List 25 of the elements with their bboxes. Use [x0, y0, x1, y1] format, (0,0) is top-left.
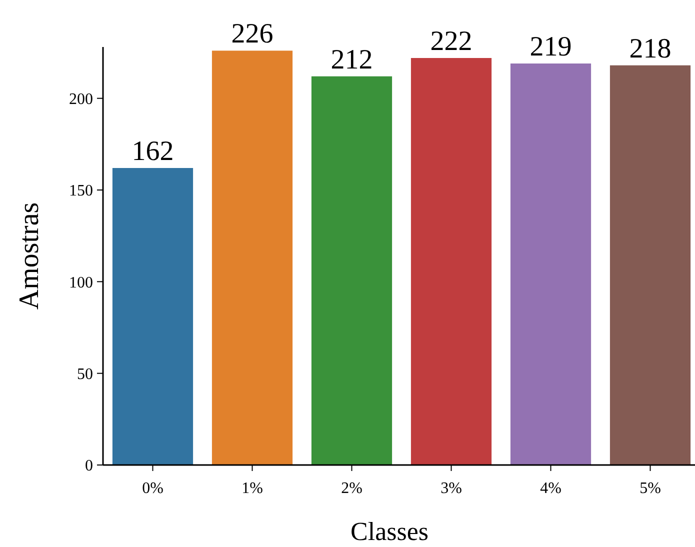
x-axis-title: Classes	[350, 517, 428, 546]
bar	[610, 65, 691, 465]
x-tick-label: 4%	[540, 480, 562, 497]
data-label: 212	[330, 44, 373, 76]
y-tick-label: 150	[69, 182, 93, 200]
y-tick-label: 0	[85, 458, 93, 475]
bar	[112, 168, 194, 465]
data-label: 162	[132, 136, 174, 167]
x-tick-label: 3%	[440, 480, 462, 497]
data-label: 222	[430, 26, 472, 57]
bar	[410, 58, 492, 465]
data-label: 218	[629, 33, 672, 64]
y-tick-label: 50	[77, 366, 93, 383]
y-tick-label: 100	[69, 274, 93, 292]
x-tick-label: 1%	[242, 480, 263, 497]
bar	[510, 64, 592, 465]
data-label: 219	[530, 32, 572, 62]
bar	[212, 50, 293, 465]
bar	[311, 76, 392, 465]
y-axis-title: Amostras	[14, 202, 45, 310]
y-tick-label: 200	[69, 90, 93, 108]
x-tick-label: 0%	[142, 480, 164, 497]
data-label: 226	[231, 18, 274, 50]
x-tick-label: 5%	[640, 480, 661, 497]
x-tick-label: 2%	[341, 480, 362, 497]
